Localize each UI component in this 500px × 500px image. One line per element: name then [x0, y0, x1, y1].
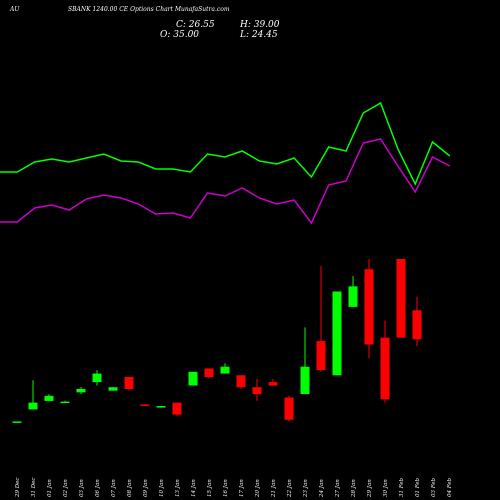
x-tick-label: 03 Feb [431, 477, 437, 497]
x-tick-label: 27 Jan [335, 479, 341, 498]
candle-body [108, 387, 118, 391]
close-value: C: 26.55 [176, 20, 215, 30]
x-tick-label: 21 Jan [271, 479, 277, 498]
candle-body [300, 366, 310, 395]
candle-body [412, 310, 422, 340]
x-tick-label: 07 Jan [111, 479, 117, 497]
candle-body [284, 397, 294, 420]
x-tick-label: 08 Jan [127, 479, 133, 497]
candle-body [236, 375, 246, 388]
x-tick-label: 28 Jan [351, 479, 357, 498]
candle-body [156, 406, 166, 408]
x-tick-label: 20 Jan [255, 479, 261, 498]
candle-body [364, 269, 374, 345]
indicator-line-1 [0, 101, 451, 186]
candle-body [348, 286, 358, 307]
candle-body [220, 366, 230, 374]
chart-subtitle: SBANK 1240.00 CE Options Chart MunafaSut… [68, 6, 230, 13]
x-tick-label: 17 Jan [239, 479, 245, 497]
candle-body [124, 376, 134, 389]
x-tick-label: 14 Jan [191, 479, 197, 497]
candle-body [60, 401, 70, 404]
candle-body [12, 421, 22, 423]
x-tick-label: 01 Jan [47, 479, 53, 497]
x-tick-label: 30 Jan [383, 479, 389, 497]
x-tick-label: 10 Jan [159, 479, 165, 497]
candle-body [396, 259, 406, 338]
candle-body [204, 368, 214, 377]
x-tick-label: 06 Jan [95, 479, 101, 497]
high-value: H: 39.00 [240, 20, 280, 30]
x-tick-label: 23 Jan [303, 479, 309, 498]
x-tick-label: 29 Jan [367, 479, 373, 498]
x-tick-label: 24 Jan [319, 479, 325, 498]
open-value: O: 35.00 [160, 30, 200, 40]
candle-body [140, 404, 150, 406]
x-tick-label: 31 Dec [31, 478, 37, 498]
x-tick-label: 29 Dec [15, 478, 21, 499]
candle-body [268, 382, 278, 386]
candle-body [316, 341, 326, 371]
candle-body [332, 291, 342, 376]
candle-body [76, 388, 86, 393]
candle-body [380, 337, 390, 400]
x-tick-label: 09 Jan [143, 479, 149, 497]
x-tick-label: 04 Feb [447, 477, 453, 497]
candle-body [28, 402, 38, 410]
x-tick-label: 03 Jan [79, 479, 85, 497]
chart-symbol: AU [10, 6, 20, 13]
x-tick-label: 16 Jan [223, 479, 229, 497]
low-value: L: 24.45 [240, 30, 278, 40]
candle-body [44, 395, 54, 401]
candle-body [188, 371, 198, 386]
x-tick-label: 13 Jan [175, 479, 181, 497]
x-tick-label: 31 Feb [399, 477, 405, 497]
indicator-line-2 [0, 138, 451, 225]
x-tick-label: 15 Jan [207, 479, 213, 497]
candle-body [172, 402, 182, 415]
candle-body [252, 387, 262, 395]
x-tick-label: 22 Jan [287, 479, 293, 498]
candle-body [92, 373, 102, 383]
x-tick-label: 02 Jan [63, 479, 69, 497]
x-tick-label: 01 Feb [415, 477, 421, 497]
